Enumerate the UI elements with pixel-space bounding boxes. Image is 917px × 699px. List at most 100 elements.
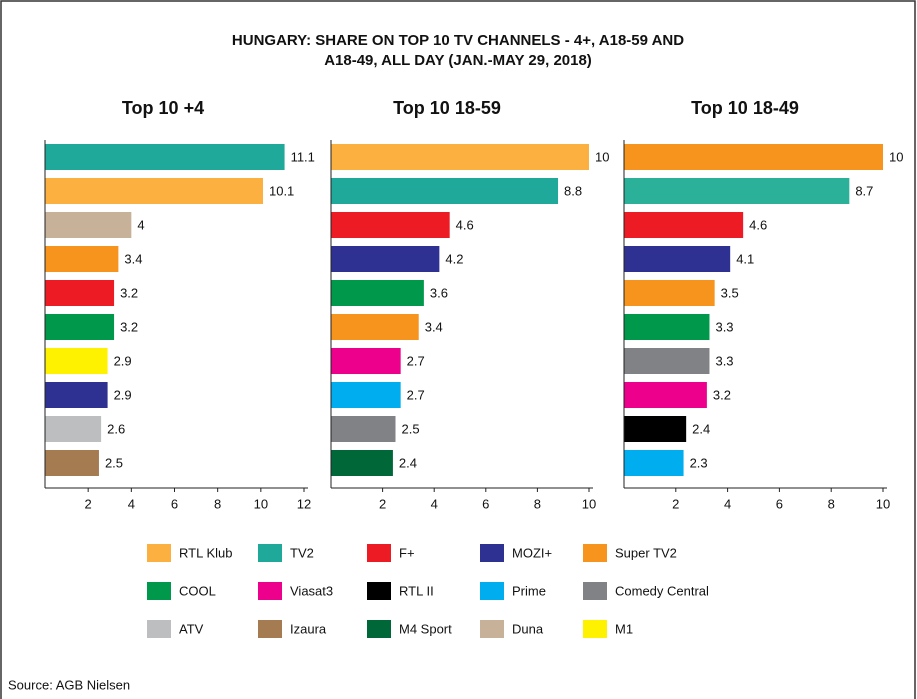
value-label: 3.2 [120,285,138,300]
legend-label: Duna [512,621,544,636]
legend-label: F+ [399,545,415,560]
value-label: 2.7 [407,387,425,402]
value-label: 2.9 [114,387,132,402]
value-label: 3.6 [430,285,448,300]
bar [331,450,393,476]
legend-label: Izaura [290,621,327,636]
legend-swatch [258,582,282,600]
legend-label: TV2 [290,545,314,560]
bar [45,382,108,408]
legend-swatch [367,620,391,638]
bar [624,382,707,408]
value-label: 2.3 [690,455,708,470]
value-label: 3.3 [715,353,733,368]
legend-label: Prime [512,583,546,598]
legend-swatch [367,582,391,600]
bar [45,212,132,238]
value-label: 2.5 [402,421,420,436]
x-tick-label: 4 [724,496,731,511]
bar [331,382,401,408]
value-label: 3.2 [120,319,138,334]
legend-swatch [583,544,607,562]
legend-swatch [147,544,171,562]
value-label: 2.9 [114,353,132,368]
value-label: 11.1 [291,149,315,164]
bar [331,212,450,238]
value-label: 3.4 [425,319,443,334]
panel-title: Top 10 +4 [122,98,204,118]
value-label: 10 [595,149,609,164]
bar [331,178,559,204]
x-tick-label: 6 [482,496,489,511]
bar [624,280,715,306]
bar [624,144,883,170]
value-label: 3.2 [713,387,731,402]
bar [624,314,710,340]
bar [45,178,263,204]
x-tick-label: 2 [379,496,386,511]
bar [624,416,687,442]
bar [45,280,115,306]
value-label: 4.1 [736,251,754,266]
bar [624,178,850,204]
legend-label: RTL II [399,583,434,598]
legend-swatch [367,544,391,562]
source: Source: AGB Nielsen [8,677,130,692]
legend-label: Super TV2 [615,545,677,560]
value-label: 2.6 [107,421,125,436]
bar [331,416,396,442]
legend-swatch [480,620,504,638]
legend-swatch [258,544,282,562]
panel-title: Top 10 18-59 [393,98,501,118]
bar [45,314,115,340]
value-label: 8.8 [564,183,582,198]
x-tick-label: 6 [776,496,783,511]
legend-label: M1 [615,621,633,636]
legend-label: M4 Sport [399,621,452,636]
value-label: 4.6 [456,217,474,232]
bar [331,280,424,306]
x-tick-label: 8 [828,496,835,511]
legend-label: ATV [179,621,204,636]
bar [45,450,99,476]
bar [45,416,102,442]
x-tick-label: 4 [128,496,135,511]
x-tick-label: 10 [582,496,596,511]
bar [624,348,710,374]
x-tick-label: 6 [171,496,178,511]
legend-label: RTL Klub [179,545,232,560]
x-tick-label: 8 [214,496,221,511]
bar [331,348,401,374]
value-label: 4.2 [445,251,463,266]
value-label: 2.4 [692,421,710,436]
legend-label: MOZI+ [512,545,552,560]
x-tick-label: 10 [254,496,268,511]
legend-swatch [583,582,607,600]
value-label: 2.5 [105,455,123,470]
bar [331,246,440,272]
legend-swatch [583,620,607,638]
legend-swatch [147,582,171,600]
value-label: 10.1 [269,183,294,198]
value-label: 3.3 [715,319,733,334]
legend-swatch [480,544,504,562]
legend-label: COOL [179,583,216,598]
bar [331,144,589,170]
value-label: 4 [137,217,144,232]
x-tick-label: 12 [297,496,311,511]
bar [624,246,731,272]
value-label: 10 [889,149,903,164]
legend-swatch [258,620,282,638]
value-label: 3.4 [124,251,142,266]
value-label: 4.6 [749,217,767,232]
legend-swatch [480,582,504,600]
x-tick-label: 8 [534,496,541,511]
value-label: 3.5 [721,285,739,300]
panel-title: Top 10 18-49 [691,98,799,118]
chart-title: HUNGARY: SHARE ON TOP 10 TV CHANNELS - 4… [232,32,684,49]
legend-label: Comedy Central [615,583,709,598]
x-tick-label: 2 [85,496,92,511]
x-tick-label: 2 [672,496,679,511]
